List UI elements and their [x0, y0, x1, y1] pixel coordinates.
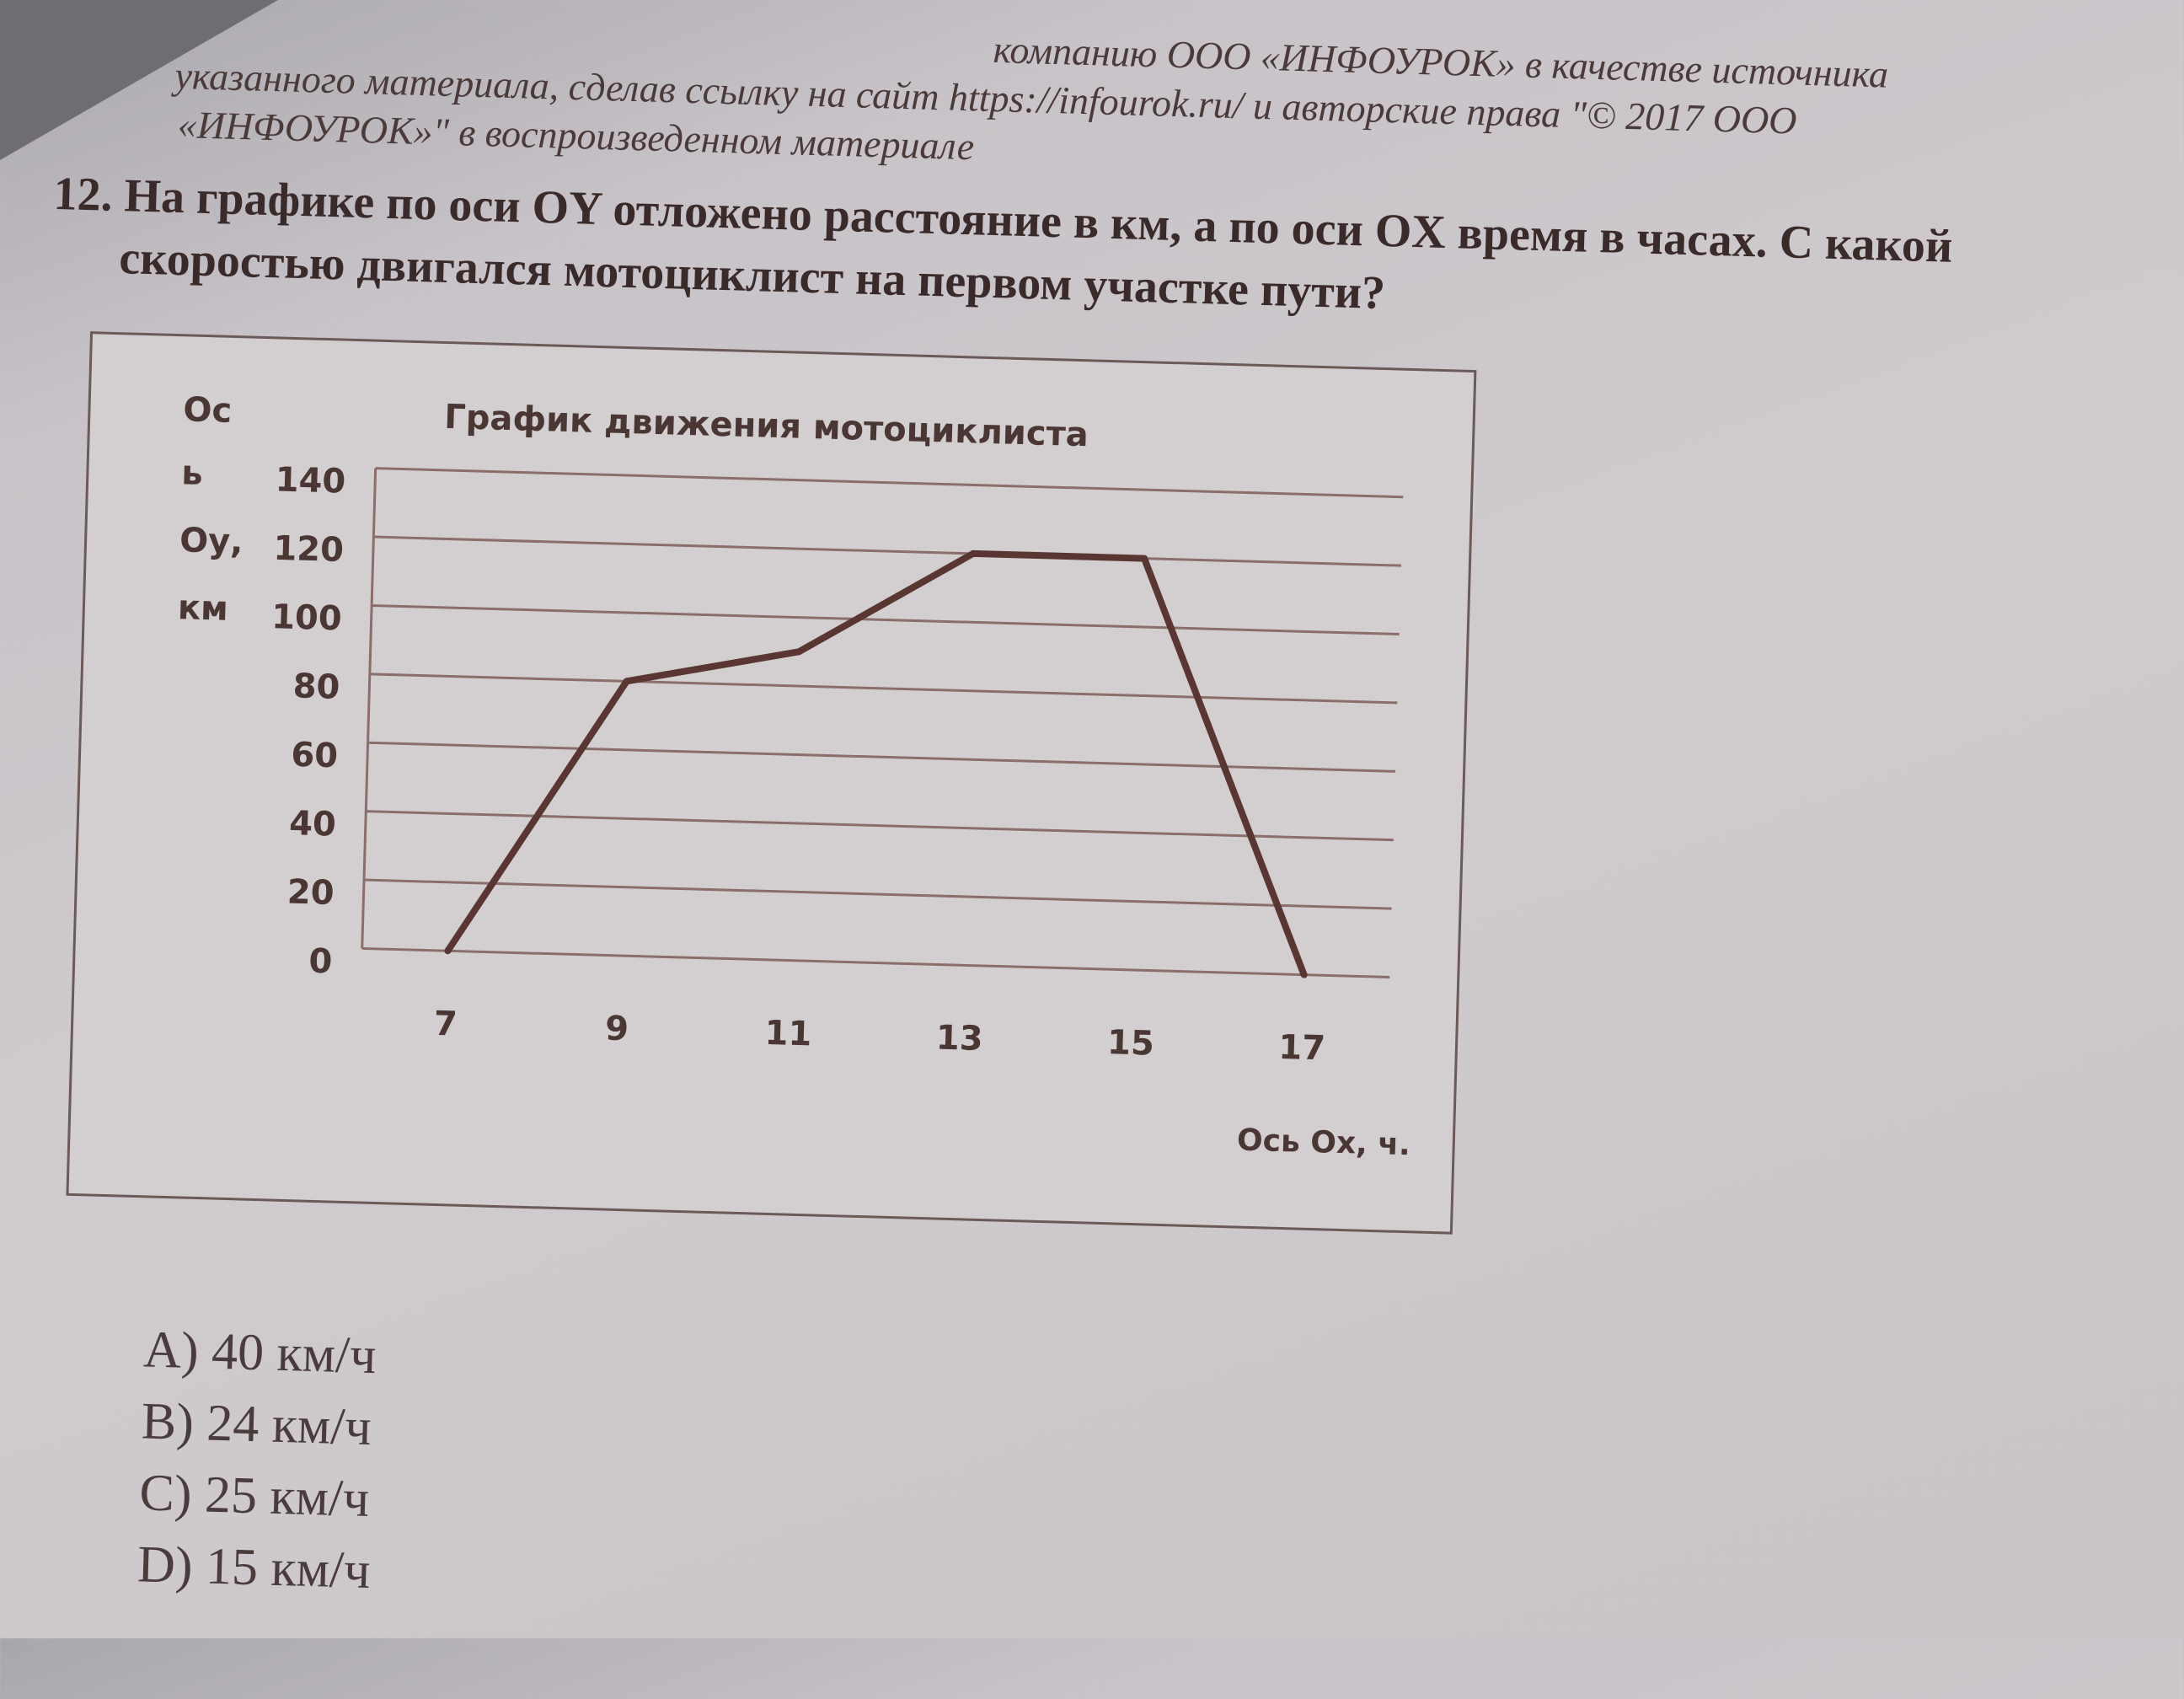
x-tick-label: 11 — [764, 1014, 812, 1054]
x-tick-label: 7 — [433, 1005, 458, 1044]
answer-d: D) 15 км/ч — [136, 1536, 372, 1600]
gridline — [375, 467, 1404, 499]
y-tick-label: 40 — [289, 804, 337, 844]
chart-title: График движения мотоциклиста — [444, 398, 1089, 454]
y-tick-label: 140 — [275, 460, 346, 501]
answer-b: B) 24 км/ч — [141, 1392, 372, 1456]
data-series-line — [445, 549, 1308, 977]
x-tick-label: 17 — [1278, 1028, 1326, 1069]
x-axis-label: Ось Ох, ч. — [1237, 1123, 1411, 1163]
y-tick-label: 80 — [292, 667, 340, 707]
y-tick-label: 120 — [273, 529, 345, 570]
gridline — [363, 878, 1392, 910]
x-tick-label: 9 — [605, 1010, 629, 1049]
gridline — [367, 741, 1396, 773]
y-axis-label: Оу, — [179, 521, 244, 561]
answer-a: A) 40 км/ч — [142, 1321, 377, 1385]
y-tick-label: 0 — [308, 942, 333, 982]
chart-frame: 0 20 40 60 80 100 120 140 7 9 11 13 15 17 График движе… — [66, 331, 1477, 1235]
data-point — [1300, 971, 1308, 978]
data-point — [795, 648, 803, 656]
x-tick-label: 13 — [935, 1019, 983, 1059]
gridline — [373, 535, 1401, 567]
data-point — [1141, 555, 1148, 562]
gridline — [369, 673, 1398, 705]
y-axis-label: Ос — [183, 390, 233, 431]
y-tick-label: 100 — [271, 598, 343, 638]
y-tick-label: 60 — [291, 736, 339, 776]
gridline — [361, 946, 1390, 979]
line-chart: 0 20 40 60 80 100 120 140 7 9 11 13 15 17 График движе… — [177, 390, 1411, 1163]
data-point — [969, 549, 977, 557]
background-corner — [0, 0, 278, 160]
answer-c: C) 25 км/ч — [138, 1464, 371, 1528]
x-tick-label: 15 — [1106, 1023, 1154, 1064]
data-point — [444, 947, 452, 955]
y-axis-label: ь — [181, 453, 204, 493]
y-axis-label: км — [177, 588, 228, 629]
gridline — [372, 603, 1400, 636]
y-axis-line — [361, 468, 377, 949]
data-point — [623, 678, 630, 685]
y-tick-label: 20 — [286, 873, 335, 914]
